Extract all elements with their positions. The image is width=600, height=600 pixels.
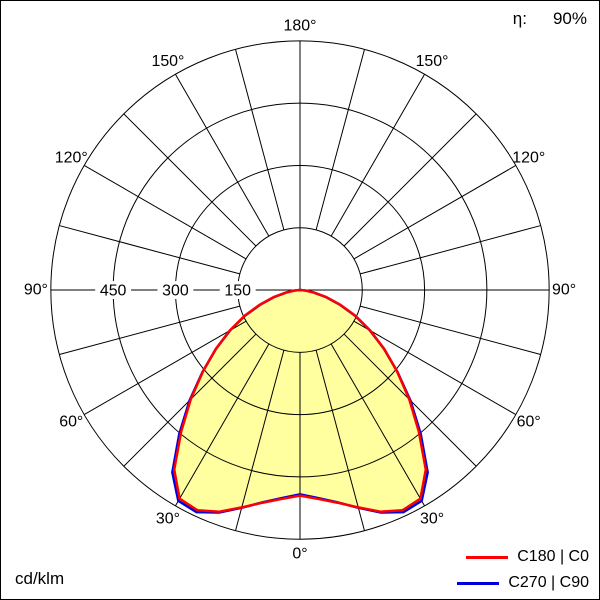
grid-spoke [353,165,517,260]
intensity-curve-c180-c0 [172,288,428,513]
efficiency-value: 90% [552,9,587,28]
grid-spoke [83,165,247,260]
grid-spoke [315,350,365,531]
radial-tick-label: 300 [162,283,189,300]
legend-item-c180-c0: C180 | C0 [457,547,589,567]
grid-spoke [174,343,270,507]
angle-label: 120° [55,149,88,166]
grid-spoke [315,49,365,230]
angle-label: 0° [292,546,307,563]
legend-label: C270 | C90 [508,574,589,591]
grid-spoke [59,305,240,356]
radial-tick-bg [95,281,132,300]
polar-grid [50,40,550,540]
angle-label: 30° [156,510,180,527]
grid-spoke [360,305,541,356]
angle-labels: 0° 30° 30° 60° 60° 90° 90° 120° 120° 150° 150° 180° [24,17,576,562]
legend-item-c270-c90: C270 | C90 [457,573,589,593]
angle-label: 60° [59,414,83,431]
red-curve-swatch [466,555,509,559]
radial-tick-label: 450 [100,283,127,300]
radial-tick-bg [219,281,256,300]
grid-spoke [235,49,285,230]
grid-spoke [83,320,247,416]
radial-tick-labels: 450 300 150 [95,281,256,300]
grid-spoke [360,225,541,275]
angle-label: 30° [420,510,444,527]
units-label: cd/klm [15,569,65,588]
grid-spoke [174,73,270,237]
grid-spoke [123,113,257,247]
efficiency-readout: η: 90% [513,9,587,29]
grid-spoke [59,225,240,275]
legend-label: C180 | C0 [517,548,589,565]
angle-label: 180° [284,17,317,34]
angle-label: 90° [24,282,48,299]
efficiency-label: η: [512,9,527,28]
grid-spoke [343,113,477,247]
angle-label: 150° [151,53,184,70]
blue-curve-swatch [457,581,500,585]
legend: C180 | C0 C270 | C90 [457,547,589,593]
grid-spoke [235,350,285,531]
grid-spoke [330,73,426,237]
angle-label: 90° [552,282,576,299]
angle-label: 120° [512,149,545,166]
grid-spoke [330,343,426,507]
radial-tick-bg [157,281,194,300]
angle-label: 60° [517,414,541,431]
angle-label: 150° [416,53,449,70]
grid-spoke [353,320,517,416]
radial-tick-label: 150 [224,283,251,300]
